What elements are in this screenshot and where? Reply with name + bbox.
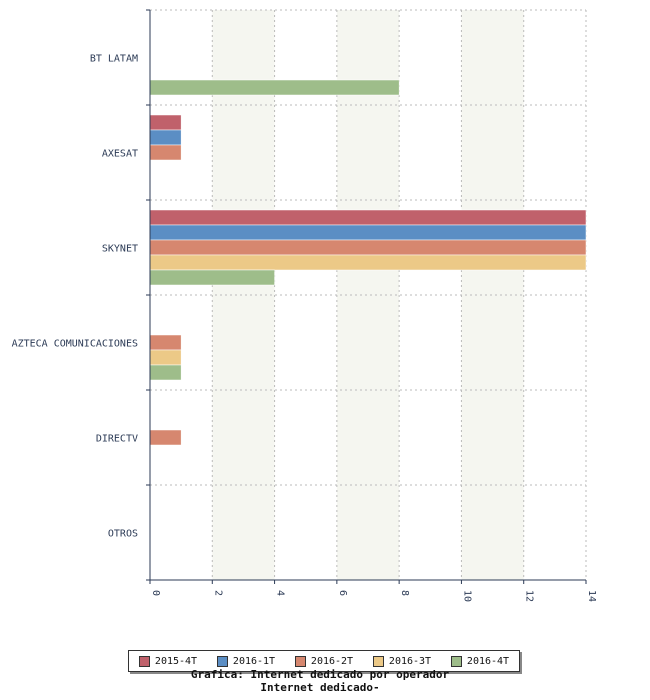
bar-2016-4t-bt-latam [149,79,400,96]
bar-2016-1t-skynet [149,224,587,241]
x-tick-label: 4 [275,590,286,596]
legend-label: 2016-1T [232,655,276,667]
category-label: SKYNET [102,244,138,255]
x-tick-label: 12 [524,590,535,602]
category-label: AZTECA COMUNICACIONES [12,339,138,350]
bar-2015-4t-axesat [149,114,182,131]
plot-background-bands [212,10,524,580]
x-tick-label: 6 [337,590,348,596]
legend-label: 2016-4T [466,655,510,667]
legend-label: 2016-3T [388,655,432,667]
legend-item: 2016-3T [372,655,432,667]
legend-label: 2016-2T [310,655,354,667]
background-band [336,10,400,580]
bar-2016-2t-skynet [149,239,587,256]
category-label: OTROS [108,529,138,540]
category-labels: BT LATAM AXESAT SKYNET AZTECA COMUNICACIONE… [12,54,138,540]
legend-swatch [294,655,306,667]
bar-2016-3t-skynet [149,254,587,271]
legend-item: 2015-4T [138,655,198,667]
bar-2016-3t-azteca-comunicaciones [149,349,182,366]
legend-item: 2016-1T [216,655,276,667]
chart-subtitle: Internet dedicado- [260,681,380,694]
bar-2016-4t-skynet [149,269,275,286]
bar-chart: BT LATAM AXESAT SKYNET AZTECA COMUNICACIONE… [12,9,597,602]
axes [146,9,587,584]
background-band [212,10,275,580]
legend-label: 2015-4T [154,655,198,667]
legend-swatch [450,655,462,667]
x-tick-label: 8 [399,590,410,596]
category-label: BT LATAM [90,54,138,65]
x-tick-label: 0 [150,590,161,596]
bar-2016-2t-azteca-comunicaciones [149,334,182,351]
bar-2016-2t-axesat [149,144,182,161]
bar-2016-4t-azteca-comunicaciones [149,364,182,381]
category-label: DIRECTV [96,434,138,445]
legend-item: 2016-2T [294,655,354,667]
grid-lines [150,9,587,580]
category-label: AXESAT [102,149,138,160]
x-tick-label: 2 [212,590,223,596]
legend-swatch [138,655,150,667]
tick-labels: 0 2 4 6 8 10 12 14 [150,590,597,602]
x-tick-label: 14 [586,590,597,602]
x-tick-label: 10 [461,590,472,602]
bar-2016-2t-directv [149,429,182,446]
bar-2015-4t-skynet [149,209,587,226]
legend-item: 2016-4T [450,655,510,667]
legend-swatch [216,655,228,667]
legend-swatch [372,655,384,667]
legend: 2015-4T 2016-1T 2016-2T 2016-3T 2016-4T [128,650,520,672]
bar-2016-1t-axesat [149,129,182,146]
chart-title: Grafica: Internet dedicado por operador [190,668,450,681]
